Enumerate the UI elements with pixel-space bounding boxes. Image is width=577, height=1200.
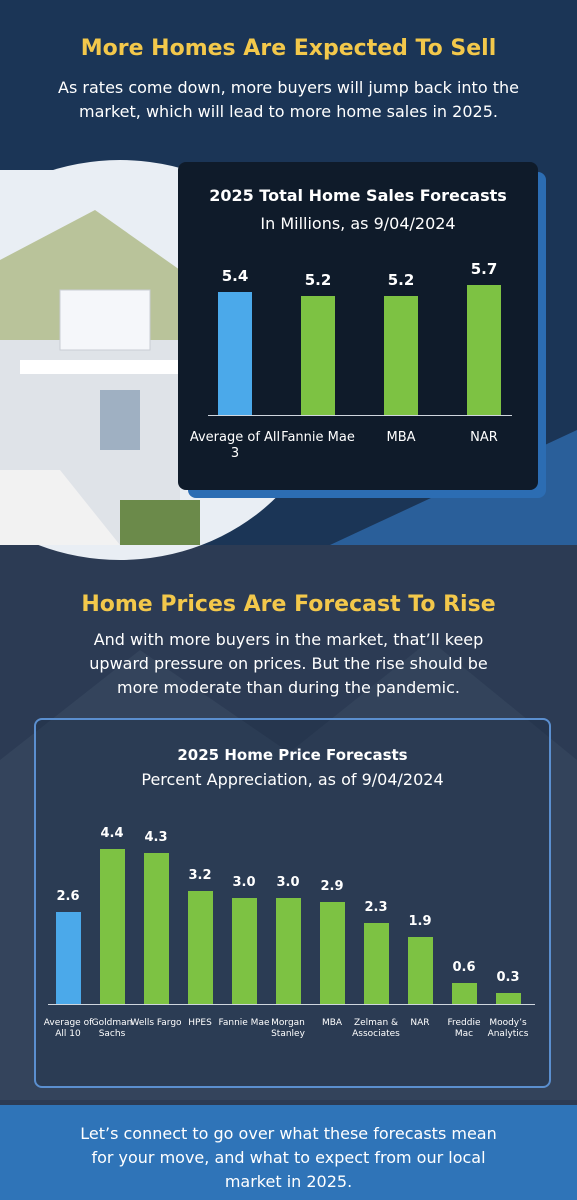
value-label: 3.0 [276, 875, 300, 891]
value-label: 4.3 [144, 829, 168, 845]
bar [55, 912, 81, 1004]
bar [218, 291, 252, 415]
axis-line [48, 1004, 535, 1005]
category-label: HPES [188, 1018, 212, 1028]
bar [451, 982, 477, 1004]
value-label: 5.7 [470, 260, 498, 278]
section-title: More Homes Are Expected To Sell [80, 36, 497, 61]
value-label: 4.4 [100, 826, 124, 841]
value-label: 5.4 [221, 266, 249, 285]
section-text: And with more buyers in the market, that… [89, 630, 488, 697]
chart-subtitle: Percent Appreciation, as of 9/04/2024 [141, 770, 444, 789]
bar [231, 898, 257, 1004]
value-label: 0.3 [496, 970, 520, 986]
axis-line [208, 415, 512, 416]
category-label: Wells Fargo [130, 1018, 182, 1028]
category-label: NAR [470, 430, 498, 445]
chart-title: 2025 Home Price Forecasts [177, 746, 408, 764]
bar [319, 901, 345, 1004]
section-text: As rates come down, more buyers will jum… [58, 78, 519, 121]
value-label: 0.6 [452, 959, 476, 975]
chart-panel: 2025 Total Home Sales Forecasts In Millio… [178, 162, 538, 490]
chart-panel: 2025 Home Price Forecasts Percent Appreci… [34, 718, 551, 1088]
value-label: 3.2 [188, 868, 212, 884]
bar [301, 296, 335, 415]
category-label: Freddie Mac [447, 1018, 481, 1040]
footer-text: Let’s connect to go over what these fore… [80, 1124, 497, 1191]
category-label: Moody’s Analytics [487, 1018, 529, 1040]
bar [143, 852, 169, 1004]
bar [407, 937, 433, 1004]
category-label: Fannie Mae [281, 430, 355, 445]
value-label: 5.2 [304, 271, 332, 290]
chart-subtitle: In Millions, as 9/04/2024 [260, 214, 456, 233]
category-label: Average of All 3 [189, 430, 281, 462]
category-label: Goldman Sachs [91, 1018, 133, 1040]
section-title: Home Prices Are Forecast To Rise [81, 592, 496, 617]
bar [187, 891, 213, 1004]
value-label: 5.2 [387, 271, 415, 290]
value-label: 1.9 [408, 914, 432, 930]
value-label: 2.9 [320, 878, 344, 894]
category-label: Average of All 10 [43, 1018, 93, 1040]
category-label: MBA [321, 1018, 343, 1028]
value-label: 2.3 [364, 899, 388, 915]
bar [99, 849, 125, 1004]
bar [384, 296, 418, 415]
category-label: Morgan Stanley [271, 1018, 305, 1040]
bar [275, 898, 301, 1004]
chart-title: 2025 Total Home Sales Forecasts [209, 186, 507, 205]
value-label: 2.6 [56, 889, 80, 905]
bar [495, 993, 521, 1004]
value-label: 3.0 [232, 875, 256, 891]
category-label: NAR [410, 1018, 430, 1028]
bar [363, 922, 389, 1004]
category-label: Zelman & Associates [352, 1018, 400, 1040]
category-label: MBA [386, 430, 416, 445]
category-label: Fannie Mae [218, 1018, 270, 1028]
bar [467, 285, 501, 415]
